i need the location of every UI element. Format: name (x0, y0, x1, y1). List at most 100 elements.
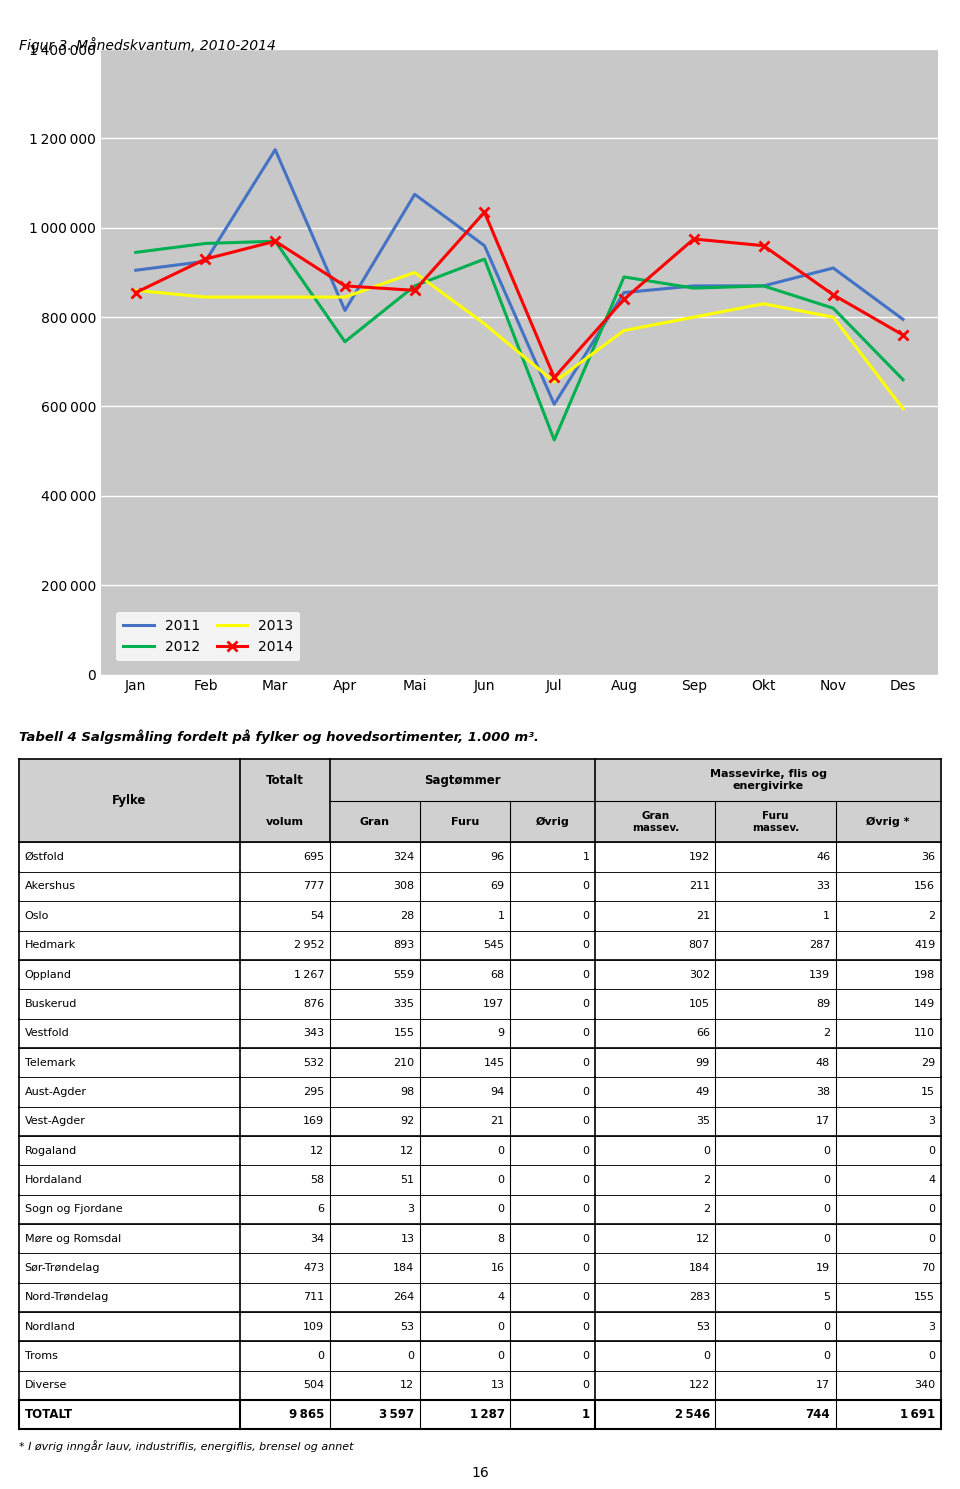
Text: 419: 419 (914, 940, 935, 950)
Text: 295: 295 (303, 1087, 324, 1097)
Text: 58: 58 (310, 1175, 324, 1185)
Text: 156: 156 (914, 881, 935, 892)
Text: Øvrig *: Øvrig * (867, 816, 910, 826)
Text: 169: 169 (303, 1117, 324, 1126)
Text: 893: 893 (393, 940, 415, 950)
Text: * I øvrig inngår lauv, industriflis, energiflis, brensel og annet: * I øvrig inngår lauv, industriflis, ene… (19, 1440, 353, 1452)
Bar (19, 759, 941, 843)
Text: 13: 13 (400, 1234, 415, 1243)
Text: 184: 184 (393, 1263, 415, 1273)
Text: 1: 1 (582, 1409, 589, 1422)
Text: 0: 0 (703, 1145, 709, 1155)
Text: Hordaland: Hordaland (25, 1175, 83, 1185)
Text: 184: 184 (688, 1263, 709, 1273)
Text: 54: 54 (310, 911, 324, 920)
Text: 0: 0 (583, 1145, 589, 1155)
Text: Fylke: Fylke (112, 795, 147, 807)
Text: 1 287: 1 287 (469, 1409, 505, 1422)
Text: 0: 0 (583, 911, 589, 920)
Text: 0: 0 (928, 1145, 935, 1155)
Text: 340: 340 (914, 1380, 935, 1391)
Text: 94: 94 (491, 1087, 505, 1097)
Text: 0: 0 (583, 1322, 589, 1331)
Text: 343: 343 (303, 1029, 324, 1038)
Text: 0: 0 (703, 1351, 709, 1361)
Text: Aust-Agder: Aust-Agder (25, 1087, 86, 1097)
Text: 197: 197 (483, 999, 505, 1010)
Text: 53: 53 (400, 1322, 415, 1331)
Text: 12: 12 (696, 1234, 709, 1243)
Text: 0: 0 (583, 1175, 589, 1185)
Text: 0: 0 (583, 1087, 589, 1097)
Text: 17: 17 (816, 1117, 830, 1126)
Text: Troms: Troms (25, 1351, 58, 1361)
Text: 12: 12 (400, 1380, 415, 1391)
Text: 0: 0 (497, 1351, 505, 1361)
Text: Figur 3. Månedskvantum, 2010-2014: Figur 3. Månedskvantum, 2010-2014 (19, 37, 276, 54)
Text: Nordland: Nordland (25, 1322, 76, 1331)
Text: 2: 2 (823, 1029, 830, 1038)
Text: 3: 3 (928, 1117, 935, 1126)
Text: 0: 0 (583, 1292, 589, 1303)
Text: 0: 0 (583, 1234, 589, 1243)
Text: Totalt: Totalt (266, 774, 303, 786)
Text: 264: 264 (393, 1292, 415, 1303)
Text: 0: 0 (928, 1234, 935, 1243)
Text: Furu
massev.: Furu massev. (752, 812, 799, 832)
Text: 46: 46 (816, 852, 830, 862)
Text: 1: 1 (823, 911, 830, 920)
Text: 8: 8 (497, 1234, 505, 1243)
Text: 3: 3 (407, 1205, 415, 1215)
Text: 1 267: 1 267 (294, 969, 324, 980)
Text: Sagtømmer: Sagtømmer (424, 774, 501, 786)
Text: TOTALT: TOTALT (25, 1409, 73, 1422)
Text: Rogaland: Rogaland (25, 1145, 77, 1155)
Text: 96: 96 (491, 852, 505, 862)
Text: Oppland: Oppland (25, 969, 72, 980)
Text: 35: 35 (696, 1117, 709, 1126)
Text: 5: 5 (823, 1292, 830, 1303)
Text: 34: 34 (310, 1234, 324, 1243)
Text: 0: 0 (583, 1057, 589, 1068)
Text: 98: 98 (400, 1087, 415, 1097)
Text: 4: 4 (497, 1292, 505, 1303)
Text: 807: 807 (688, 940, 709, 950)
Text: 324: 324 (393, 852, 415, 862)
Text: 198: 198 (914, 969, 935, 980)
Text: 89: 89 (816, 999, 830, 1010)
Text: 2: 2 (703, 1175, 709, 1185)
Text: 155: 155 (914, 1292, 935, 1303)
Text: 0: 0 (823, 1234, 830, 1243)
Text: 9: 9 (497, 1029, 505, 1038)
Text: Vestfold: Vestfold (25, 1029, 69, 1038)
Text: 29: 29 (921, 1057, 935, 1068)
Text: 53: 53 (696, 1322, 709, 1331)
Text: 19: 19 (816, 1263, 830, 1273)
Text: 0: 0 (583, 999, 589, 1010)
Text: 33: 33 (816, 881, 830, 892)
Text: Massevirke, flis og
energivirke: Massevirke, flis og energivirke (709, 770, 827, 791)
Text: 0: 0 (583, 1351, 589, 1361)
Text: Buskerud: Buskerud (25, 999, 77, 1010)
Text: 0: 0 (823, 1322, 830, 1331)
Text: 48: 48 (816, 1057, 830, 1068)
Text: Tabell 4 Salgsmåling fordelt på fylker og hovedsortimenter, 1.000 m³.: Tabell 4 Salgsmåling fordelt på fylker o… (19, 730, 540, 744)
Text: 21: 21 (491, 1117, 505, 1126)
Text: 105: 105 (689, 999, 709, 1010)
Text: 283: 283 (688, 1292, 709, 1303)
Text: 0: 0 (317, 1351, 324, 1361)
Text: 0: 0 (583, 1205, 589, 1215)
Text: 155: 155 (394, 1029, 415, 1038)
Text: Gran: Gran (360, 816, 390, 826)
Text: 695: 695 (303, 852, 324, 862)
Text: Furu: Furu (451, 816, 479, 826)
Text: Østfold: Østfold (25, 852, 64, 862)
Text: 1 691: 1 691 (900, 1409, 935, 1422)
Text: 335: 335 (394, 999, 415, 1010)
Text: 28: 28 (400, 911, 415, 920)
Text: 70: 70 (922, 1263, 935, 1273)
Text: Diverse: Diverse (25, 1380, 67, 1391)
Text: 0: 0 (928, 1351, 935, 1361)
Text: 109: 109 (303, 1322, 324, 1331)
Text: 876: 876 (303, 999, 324, 1010)
